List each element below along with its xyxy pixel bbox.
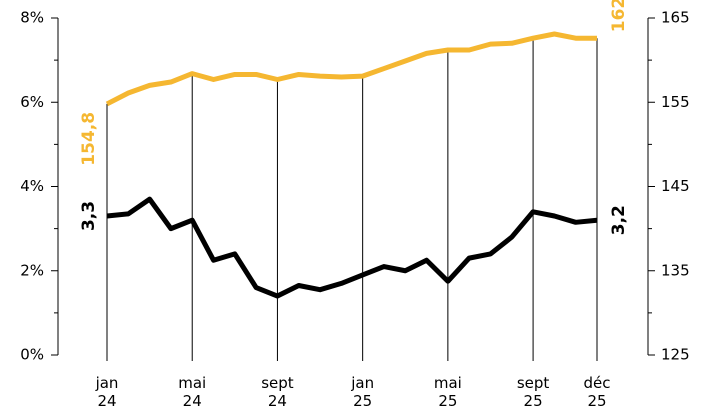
x-tick-label: mai 25 — [434, 374, 462, 410]
x-tick-label: jan 24 — [95, 374, 119, 410]
y-tick-label: 4% — [20, 177, 44, 195]
y2-tick-label: 125 — [661, 346, 690, 364]
x-tick-label: sept 24 — [261, 374, 294, 410]
line-series — [105, 31, 597, 107]
value-label: 3,2 — [609, 205, 629, 235]
y2-tick-label: 145 — [661, 177, 690, 195]
y-tick-label: 2% — [20, 261, 44, 279]
y2-tick-label: 155 — [661, 93, 690, 111]
x-tick-label: sept 25 — [517, 374, 550, 410]
value-label: 3,3 — [79, 201, 99, 231]
y-tick-label: 8% — [20, 9, 44, 27]
y-tick-label: 0% — [20, 346, 44, 364]
y2-tick-label: 165 — [661, 9, 690, 27]
value-label: 154,8 — [79, 112, 99, 166]
x-tick-label: déc 25 — [584, 374, 611, 410]
x-tick-label: jan 25 — [350, 374, 374, 410]
y2-tick-label: 135 — [661, 261, 690, 279]
line-series — [106, 196, 598, 299]
value-label: 162,6 — [609, 0, 629, 32]
x-tick-label: mai 24 — [178, 374, 206, 410]
y-tick-label: 6% — [20, 93, 44, 111]
